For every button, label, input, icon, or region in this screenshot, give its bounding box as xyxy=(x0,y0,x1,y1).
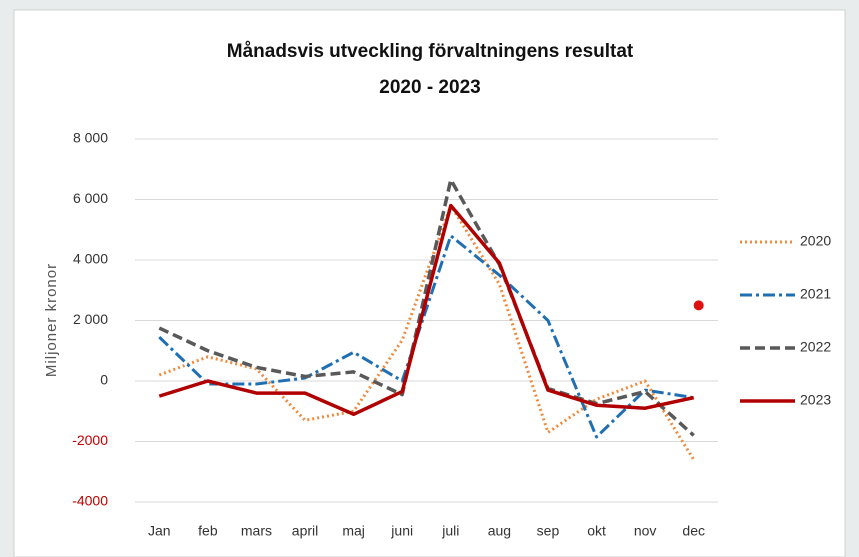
y-tick-label: -2000 xyxy=(72,432,108,448)
x-tick-label: juni xyxy=(390,523,413,539)
series-line xyxy=(158,234,694,439)
y-tick-label: 0 xyxy=(100,372,108,388)
legend-label: 2023 xyxy=(800,392,831,408)
extra-point xyxy=(693,300,704,311)
y-tick-label: 2 000 xyxy=(73,311,108,327)
y-axis-label: Miljoner kronor xyxy=(43,263,60,377)
series-line xyxy=(158,178,695,437)
chart-subtitle: 2020 - 2023 xyxy=(379,77,480,98)
x-tick-label: april xyxy=(292,523,318,539)
x-tick-label: mars xyxy=(241,523,272,539)
legend-label: 2020 xyxy=(800,233,831,249)
legend-label: 2021 xyxy=(800,286,831,302)
x-tick-label: aug xyxy=(488,523,511,539)
chart-title: Månadsvis utveckling förvaltningens resu… xyxy=(227,41,634,62)
x-tick-label: sep xyxy=(537,523,560,539)
y-tick-label: -4000 xyxy=(72,493,108,509)
y-tick-label: 4 000 xyxy=(73,251,108,267)
y-tick-label: 8 000 xyxy=(73,130,108,146)
x-tick-label: feb xyxy=(198,523,218,539)
y-tick-label: 6 000 xyxy=(73,190,108,206)
series-line xyxy=(158,203,695,417)
x-tick-label: dec xyxy=(682,523,705,539)
x-tick-label: Jan xyxy=(148,523,171,539)
x-tick-label: okt xyxy=(587,523,606,539)
x-tick-label: nov xyxy=(634,523,657,539)
x-tick-label: maj xyxy=(342,523,365,539)
x-tick-label: juli xyxy=(441,523,459,539)
legend-label: 2022 xyxy=(800,339,831,355)
